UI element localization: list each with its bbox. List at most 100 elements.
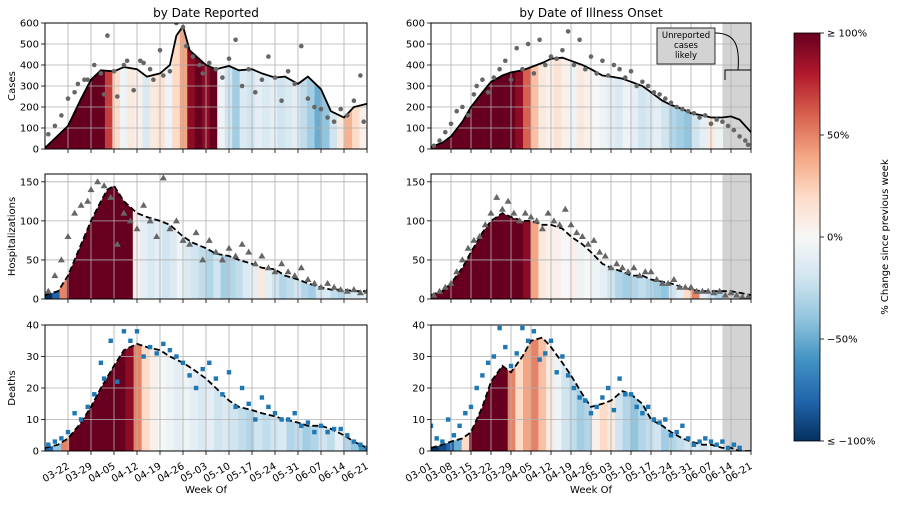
data-point xyxy=(157,48,163,53)
data-point xyxy=(207,60,212,66)
heat-stripe xyxy=(676,213,685,299)
data-point xyxy=(721,291,729,298)
data-point xyxy=(213,376,219,381)
data-point xyxy=(200,71,205,76)
panel-title: by Date of Illness Onset xyxy=(519,6,663,20)
data-point xyxy=(161,341,166,347)
data-point xyxy=(703,113,708,118)
data-point xyxy=(703,436,708,441)
data-point xyxy=(151,77,156,82)
data-point xyxy=(458,256,466,263)
colorbar-tick-label: −50% xyxy=(827,335,858,346)
heat-stripe xyxy=(264,185,273,299)
data-point xyxy=(98,71,104,76)
data-point xyxy=(613,260,621,267)
data-point xyxy=(543,62,548,68)
heat-stripe xyxy=(500,213,509,299)
heat-stripe xyxy=(438,213,447,299)
data-point xyxy=(710,289,718,296)
data-point xyxy=(544,209,552,216)
data-point xyxy=(431,423,434,428)
annotation-line: likely xyxy=(675,51,697,61)
data-point xyxy=(443,129,448,135)
heat-stripe xyxy=(492,57,501,149)
data-point xyxy=(239,385,245,391)
data-point xyxy=(147,66,153,72)
data-point xyxy=(578,233,586,239)
data-point xyxy=(453,268,461,275)
heat-stripe xyxy=(576,213,585,299)
heat-stripe xyxy=(249,185,258,299)
heat-stripe xyxy=(576,337,585,451)
data-point xyxy=(514,45,519,51)
data-point xyxy=(101,376,107,381)
data-point xyxy=(596,248,604,255)
data-point xyxy=(107,193,115,200)
heat-stripe xyxy=(89,26,99,149)
heat-stripe xyxy=(584,213,593,299)
data-point xyxy=(64,233,72,239)
data-point xyxy=(565,373,571,378)
heat-stripe xyxy=(213,185,222,299)
data-point xyxy=(567,221,575,228)
data-point xyxy=(493,193,501,200)
heat-stripe xyxy=(133,343,143,451)
data-point xyxy=(207,360,212,365)
heat-stripe xyxy=(315,185,324,299)
heat-stripe xyxy=(645,57,655,149)
data-point xyxy=(480,373,485,378)
data-point xyxy=(253,417,258,422)
heat-stripe xyxy=(607,213,616,299)
heat-stripe xyxy=(530,337,539,451)
heat-stripe xyxy=(615,57,624,149)
data-point xyxy=(120,209,128,216)
data-point xyxy=(600,58,605,64)
heat-stripe xyxy=(165,343,175,451)
data-point xyxy=(258,252,266,259)
heat-stripe xyxy=(110,185,119,299)
colorbar-tick-label: 0% xyxy=(827,233,843,244)
data-point xyxy=(693,287,701,294)
data-point xyxy=(266,404,271,410)
series-points xyxy=(46,23,367,137)
annotation: Unreported cases likely xyxy=(656,27,752,80)
data-point xyxy=(197,62,202,68)
data-point xyxy=(445,417,451,422)
data-point xyxy=(278,260,286,267)
data-point xyxy=(651,90,657,95)
heat-stripe xyxy=(345,185,353,299)
data-point xyxy=(708,121,714,127)
data-point xyxy=(124,58,130,64)
data-point xyxy=(698,287,706,294)
data-point xyxy=(199,256,207,263)
data-point xyxy=(634,404,639,410)
heat-stripe xyxy=(93,343,102,451)
data-point xyxy=(190,54,196,59)
heat-stripe xyxy=(299,26,308,149)
y-tick-label: 10 xyxy=(26,415,39,426)
heat-stripe xyxy=(546,213,555,299)
heat-stripe xyxy=(553,337,562,451)
data-point xyxy=(680,423,685,428)
data-point xyxy=(253,90,258,95)
data-point xyxy=(232,252,240,259)
heat-stripe xyxy=(97,26,106,149)
y-tick-label: 0 xyxy=(419,447,425,458)
data-point xyxy=(658,279,666,286)
data-point xyxy=(697,439,702,444)
data-point xyxy=(514,351,519,356)
data-point xyxy=(361,119,367,124)
data-point xyxy=(708,439,714,444)
data-point xyxy=(624,268,632,275)
data-point xyxy=(577,395,582,400)
data-point xyxy=(504,197,512,204)
data-point xyxy=(720,439,725,444)
data-point xyxy=(463,411,468,416)
series-line xyxy=(431,56,751,148)
data-point xyxy=(600,395,605,400)
unreported-shade xyxy=(722,174,751,299)
data-point xyxy=(548,338,554,343)
data-point xyxy=(685,436,691,441)
data-point xyxy=(330,283,338,290)
data-point xyxy=(251,260,259,267)
